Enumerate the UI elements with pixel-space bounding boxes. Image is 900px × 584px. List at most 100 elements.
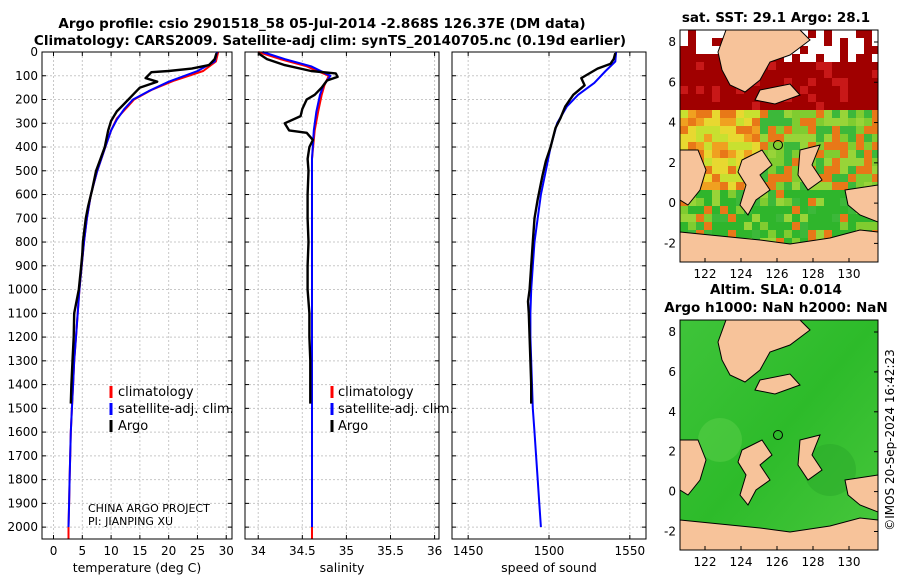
sst-cell xyxy=(696,110,704,118)
sst-cell xyxy=(808,110,816,118)
sst-cell xyxy=(840,102,848,110)
sst-cell xyxy=(816,190,824,198)
sst-cell xyxy=(720,134,728,142)
sst-cell xyxy=(688,94,696,102)
sst-cell xyxy=(696,70,704,78)
sst-cell xyxy=(872,118,878,126)
sst-cell xyxy=(776,190,784,198)
sst-cell xyxy=(696,126,704,134)
sst-cell xyxy=(696,206,704,214)
sst-cell xyxy=(760,230,768,238)
series-satellite-adj-clim xyxy=(262,51,332,528)
sst-cell xyxy=(712,126,720,134)
sst-cell xyxy=(680,142,688,150)
sst-cell xyxy=(776,78,784,86)
sst-cell xyxy=(728,102,736,110)
sst-cell xyxy=(704,222,712,230)
sst-land-borneo-north xyxy=(717,30,811,93)
sst-cell xyxy=(848,94,856,102)
sst-cell xyxy=(840,150,848,158)
sst-cell xyxy=(856,54,864,62)
sst-cell xyxy=(848,158,856,166)
sst-cell xyxy=(680,214,688,222)
sst-cell xyxy=(816,94,824,102)
sst-cell xyxy=(856,150,864,158)
sst-cell xyxy=(856,78,864,86)
sst-cell xyxy=(792,134,800,142)
sst-cell xyxy=(720,222,728,230)
x-tick-label: 0 xyxy=(50,544,58,558)
sst-cell xyxy=(776,134,784,142)
sst-cell xyxy=(816,206,824,214)
sst-cell xyxy=(768,166,776,174)
sst-cell xyxy=(744,142,752,150)
sla-map-ticks: 122 124 126 128 130 8 6 4 2 0 -2 xyxy=(664,325,878,569)
y-tick-label: 1800 xyxy=(7,473,38,487)
sla-land-sulawesi xyxy=(737,439,773,506)
sst-cell xyxy=(768,150,776,158)
sst-cell xyxy=(784,150,792,158)
y-tick-label: 300 xyxy=(15,116,38,130)
sst-cell xyxy=(696,118,704,126)
sst-cell xyxy=(824,30,832,38)
sst-cell xyxy=(760,78,768,86)
x-tick-label: 1500 xyxy=(534,544,565,558)
sst-cell xyxy=(728,166,736,174)
sst-cell xyxy=(744,214,752,222)
sst-cell xyxy=(808,78,816,86)
y-tick-label: 1200 xyxy=(7,330,38,344)
sst-cell xyxy=(688,214,696,222)
sst-cell xyxy=(704,214,712,222)
sst-cell xyxy=(792,70,800,78)
sst-cell xyxy=(696,222,704,230)
sst-cell xyxy=(768,78,776,86)
sst-cell xyxy=(856,174,864,182)
sst-cell xyxy=(816,38,824,46)
sst-cell xyxy=(808,222,816,230)
sst-cell xyxy=(848,38,856,46)
map-x-tick-label: 126 xyxy=(766,555,789,569)
sst-cell xyxy=(680,30,688,38)
sst-cell xyxy=(864,158,872,166)
sst-cell xyxy=(736,126,744,134)
sst-cell xyxy=(760,102,768,110)
sst-cell xyxy=(856,142,864,150)
sst-cell xyxy=(712,190,720,198)
sst-cell xyxy=(720,182,728,190)
sst-cell xyxy=(864,86,872,94)
sst-cell xyxy=(872,94,878,102)
sst-cell xyxy=(776,158,784,166)
sst-cell xyxy=(776,166,784,174)
sst-cell xyxy=(864,182,872,190)
sst-cell xyxy=(824,70,832,78)
sst-cell xyxy=(824,198,832,206)
sst-cell xyxy=(792,190,800,198)
sst-cell xyxy=(712,230,720,238)
sst-cell xyxy=(856,166,864,174)
sst-cell xyxy=(688,198,696,206)
sst-cell xyxy=(712,38,720,46)
sst-cell xyxy=(792,78,800,86)
sst-cell xyxy=(784,62,792,70)
sst-cell xyxy=(840,222,848,230)
sst-cell xyxy=(720,110,728,118)
sst-cell xyxy=(848,182,856,190)
sst-cell xyxy=(784,70,792,78)
sst-cell xyxy=(688,30,696,38)
sst-cell xyxy=(872,166,878,174)
sst-cell xyxy=(752,126,760,134)
sst-cell xyxy=(824,94,832,102)
y-tick-label: 2000 xyxy=(7,520,38,534)
sst-cell xyxy=(688,70,696,78)
sst-cell xyxy=(784,126,792,134)
y-tick-label: 200 xyxy=(15,93,38,107)
sst-cell xyxy=(728,150,736,158)
sst-cell xyxy=(840,118,848,126)
sst-cell xyxy=(872,174,878,182)
sst-cell xyxy=(704,126,712,134)
sst-cell xyxy=(800,46,808,54)
sst-cell xyxy=(872,30,878,38)
sst-cell xyxy=(808,54,816,62)
sst-cell xyxy=(824,150,832,158)
sst-cell xyxy=(800,126,808,134)
